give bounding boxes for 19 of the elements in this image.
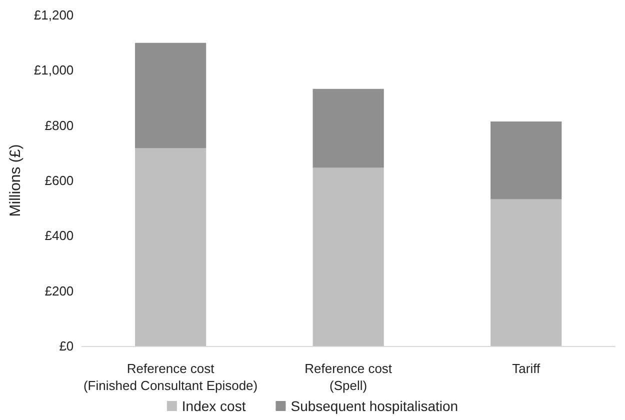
x-tick-label: Tariff <box>512 361 540 376</box>
bar <box>312 88 384 168</box>
bar <box>312 168 384 346</box>
y-axis-title: Millions (£) <box>7 144 24 217</box>
bar <box>134 148 206 346</box>
x-tick-label: Reference cost (Spell) <box>304 361 392 393</box>
legend-label: Index cost <box>182 398 246 414</box>
y-tick-label: £800 <box>44 118 74 133</box>
bar <box>490 199 562 346</box>
y-tick-label: £1,200 <box>34 8 74 22</box>
legend-label: Subsequent hospitalisation <box>290 398 458 414</box>
y-tick-label: £400 <box>44 228 74 244</box>
y-tick-label: £600 <box>44 173 74 188</box>
bar <box>490 121 562 200</box>
y-tick-label: £200 <box>44 283 74 298</box>
y-tick-label: £1,000 <box>34 62 74 78</box>
y-tick-label: £0 <box>59 338 74 354</box>
bar <box>134 42 206 148</box>
x-tick-label: Reference cost (Finished Consultant Episode) <box>83 361 258 393</box>
